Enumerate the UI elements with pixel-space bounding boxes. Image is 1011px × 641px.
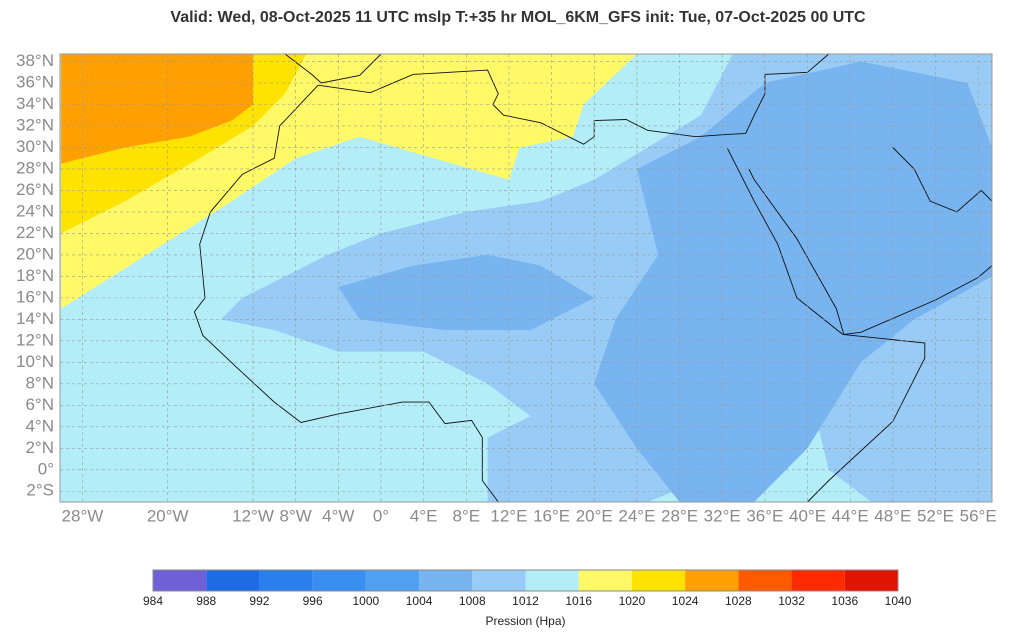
lon-tick-label: 4°W <box>322 506 354 525</box>
colorbar-frame <box>152 569 899 592</box>
lon-tick-label: 8°W <box>280 506 312 525</box>
lat-tick-label: 12°N <box>16 330 54 349</box>
lon-tick-label: 28°E <box>661 506 698 525</box>
colorbar-label: 992 <box>249 594 269 608</box>
lon-tick-label: 32°E <box>704 506 741 525</box>
lat-tick-label: 36°N <box>16 72 54 91</box>
colorbar-bin <box>206 570 260 591</box>
coastline <box>748 168 993 335</box>
lon-tick-label: 12°W <box>232 506 274 525</box>
colorbar-label: 1028 <box>725 594 752 608</box>
lon-tick-label: 8°E <box>452 506 480 525</box>
lat-tick-label: 0° <box>38 459 54 478</box>
colorbar-bin <box>472 570 526 591</box>
lon-tick-label: 28°W <box>62 506 104 525</box>
colorbar-label: 1020 <box>619 594 646 608</box>
coastline <box>193 84 499 503</box>
lon-tick-label: 40°E <box>789 506 826 525</box>
lat-tick-label: 10°N <box>16 352 54 371</box>
colorbar-label: 1000 <box>353 594 380 608</box>
colorbar-label: 1004 <box>406 594 433 608</box>
colorbar-bin <box>312 570 366 591</box>
lat-tick-label: 32°N <box>16 115 54 134</box>
lon-tick-label: 56°E <box>960 506 997 525</box>
lat-tick-label: 8°N <box>25 373 54 392</box>
colorbar-label: 1008 <box>459 594 486 608</box>
pressure-band <box>338 254 595 331</box>
lon-tick-label: 12°E <box>490 506 527 525</box>
colorbar-bin <box>578 570 632 591</box>
colorbar-bin <box>844 570 898 591</box>
colorbar-label: 1016 <box>565 594 592 608</box>
colorbar-label: 1032 <box>778 594 805 608</box>
colorbar-label: 1024 <box>672 594 699 608</box>
lon-tick-label: 52°E <box>917 506 954 525</box>
title: Valid: Wed, 08-Oct-2025 11 UTC mslp T:+3… <box>170 9 866 26</box>
lat-tick-label: 34°N <box>16 94 54 113</box>
lon-tick-label: 48°E <box>874 506 911 525</box>
coastline <box>727 148 926 503</box>
pressure-band <box>594 61 992 502</box>
colorbar-title: Pression (Hpa) <box>485 614 565 628</box>
lat-tick-label: 22°N <box>16 223 54 242</box>
lat-tick-label: 30°N <box>16 137 54 156</box>
colorbar: 984 988 992 996 1000 1004 1008 1012 1016 1020 1024… <box>143 569 912 628</box>
lon-tick-label: 44°E <box>832 506 869 525</box>
colorbar-label: 1012 <box>512 594 539 608</box>
lat-tick-label: 38°N <box>16 51 54 70</box>
colorbar-bin <box>153 570 207 591</box>
lat-tick-label: 20°N <box>16 244 54 263</box>
colorbar-bin <box>791 570 845 591</box>
coastline <box>892 147 993 213</box>
map: 38°N 36°N 34°N 32°N 30°N 28°N 26°N 24°N 22°N 20°N… <box>16 51 997 525</box>
coastline <box>284 53 382 84</box>
lat-tick-label: 24°N <box>16 201 54 220</box>
lat-tick-label: 2°N <box>25 438 54 457</box>
lon-tick-label: 0° <box>373 506 389 525</box>
lat-tick-label: 2°S <box>26 481 54 500</box>
lat-tick-label: 26°N <box>16 180 54 199</box>
lon-tick-label: 36°E <box>746 506 783 525</box>
colorbar-bin <box>631 570 686 591</box>
lat-tick-label: 14°N <box>16 309 54 328</box>
lon-tick-label: 20°E <box>576 506 613 525</box>
colorbar-label: 1036 <box>831 594 858 608</box>
lat-tick-label: 18°N <box>16 266 54 285</box>
lon-tick-label: 4°E <box>410 506 438 525</box>
colorbar-bin <box>525 570 579 591</box>
map-frame <box>59 53 993 503</box>
colorbar-label: 984 <box>143 594 163 608</box>
lat-tick-label: 16°N <box>16 287 54 306</box>
pressure-band <box>61 54 253 164</box>
lon-tick-label: 24°E <box>618 506 655 525</box>
colorbar-bin <box>259 570 313 591</box>
colorbar-label: 988 <box>196 594 216 608</box>
lat-tick-label: 4°N <box>25 416 54 435</box>
lon-tick-label: 16°E <box>533 506 570 525</box>
colorbar-label: 1040 <box>885 594 912 608</box>
lon-tick-label: 20°W <box>147 506 189 525</box>
colorbar-bin <box>365 570 420 591</box>
colorbar-bin <box>685 570 739 591</box>
colorbar-bin <box>419 570 473 591</box>
lat-tick-label: 28°N <box>16 158 54 177</box>
colorbar-label: 996 <box>303 594 323 608</box>
colorbar-bin <box>738 570 792 591</box>
lat-tick-label: 6°N <box>25 395 54 414</box>
